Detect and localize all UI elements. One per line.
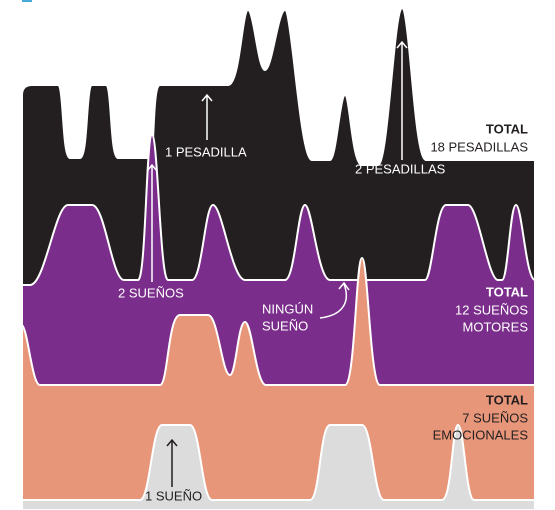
arrow [396,40,408,160]
total-text: EMOCIONALES [433,427,529,442]
annotation: 1 PESADILLA [165,144,247,159]
annotation: 2 PESADILLAS [355,161,446,176]
total-heading: TOTAL [486,392,528,407]
legend-swatch [22,0,32,2]
arrow [166,438,178,487]
total-heading: TOTAL [486,121,528,136]
emotional-layer [21,256,536,506]
motor-layer [21,133,536,391]
total-heading: TOTAL [486,284,528,299]
base-layer [21,423,536,510]
annotation: NINGÚN [262,301,313,316]
totals: TOTAL 18 PESADILLAS TOTAL 12 SUEÑOS MOTO… [430,121,528,442]
total-text: 7 SUEÑOS [462,410,528,425]
annotation: SUEÑO [262,318,308,333]
annotation: 1 SUEÑO [145,488,202,503]
arrows [146,40,408,319]
total-text: 12 SUEÑOS [455,302,528,317]
arrow [201,93,213,140]
total-text: 18 PESADILLAS [430,139,528,154]
total-text: MOTORES [463,319,529,334]
annotation: 2 SUEÑOS [118,285,184,300]
arrow [146,163,158,282]
arrow [319,281,350,319]
